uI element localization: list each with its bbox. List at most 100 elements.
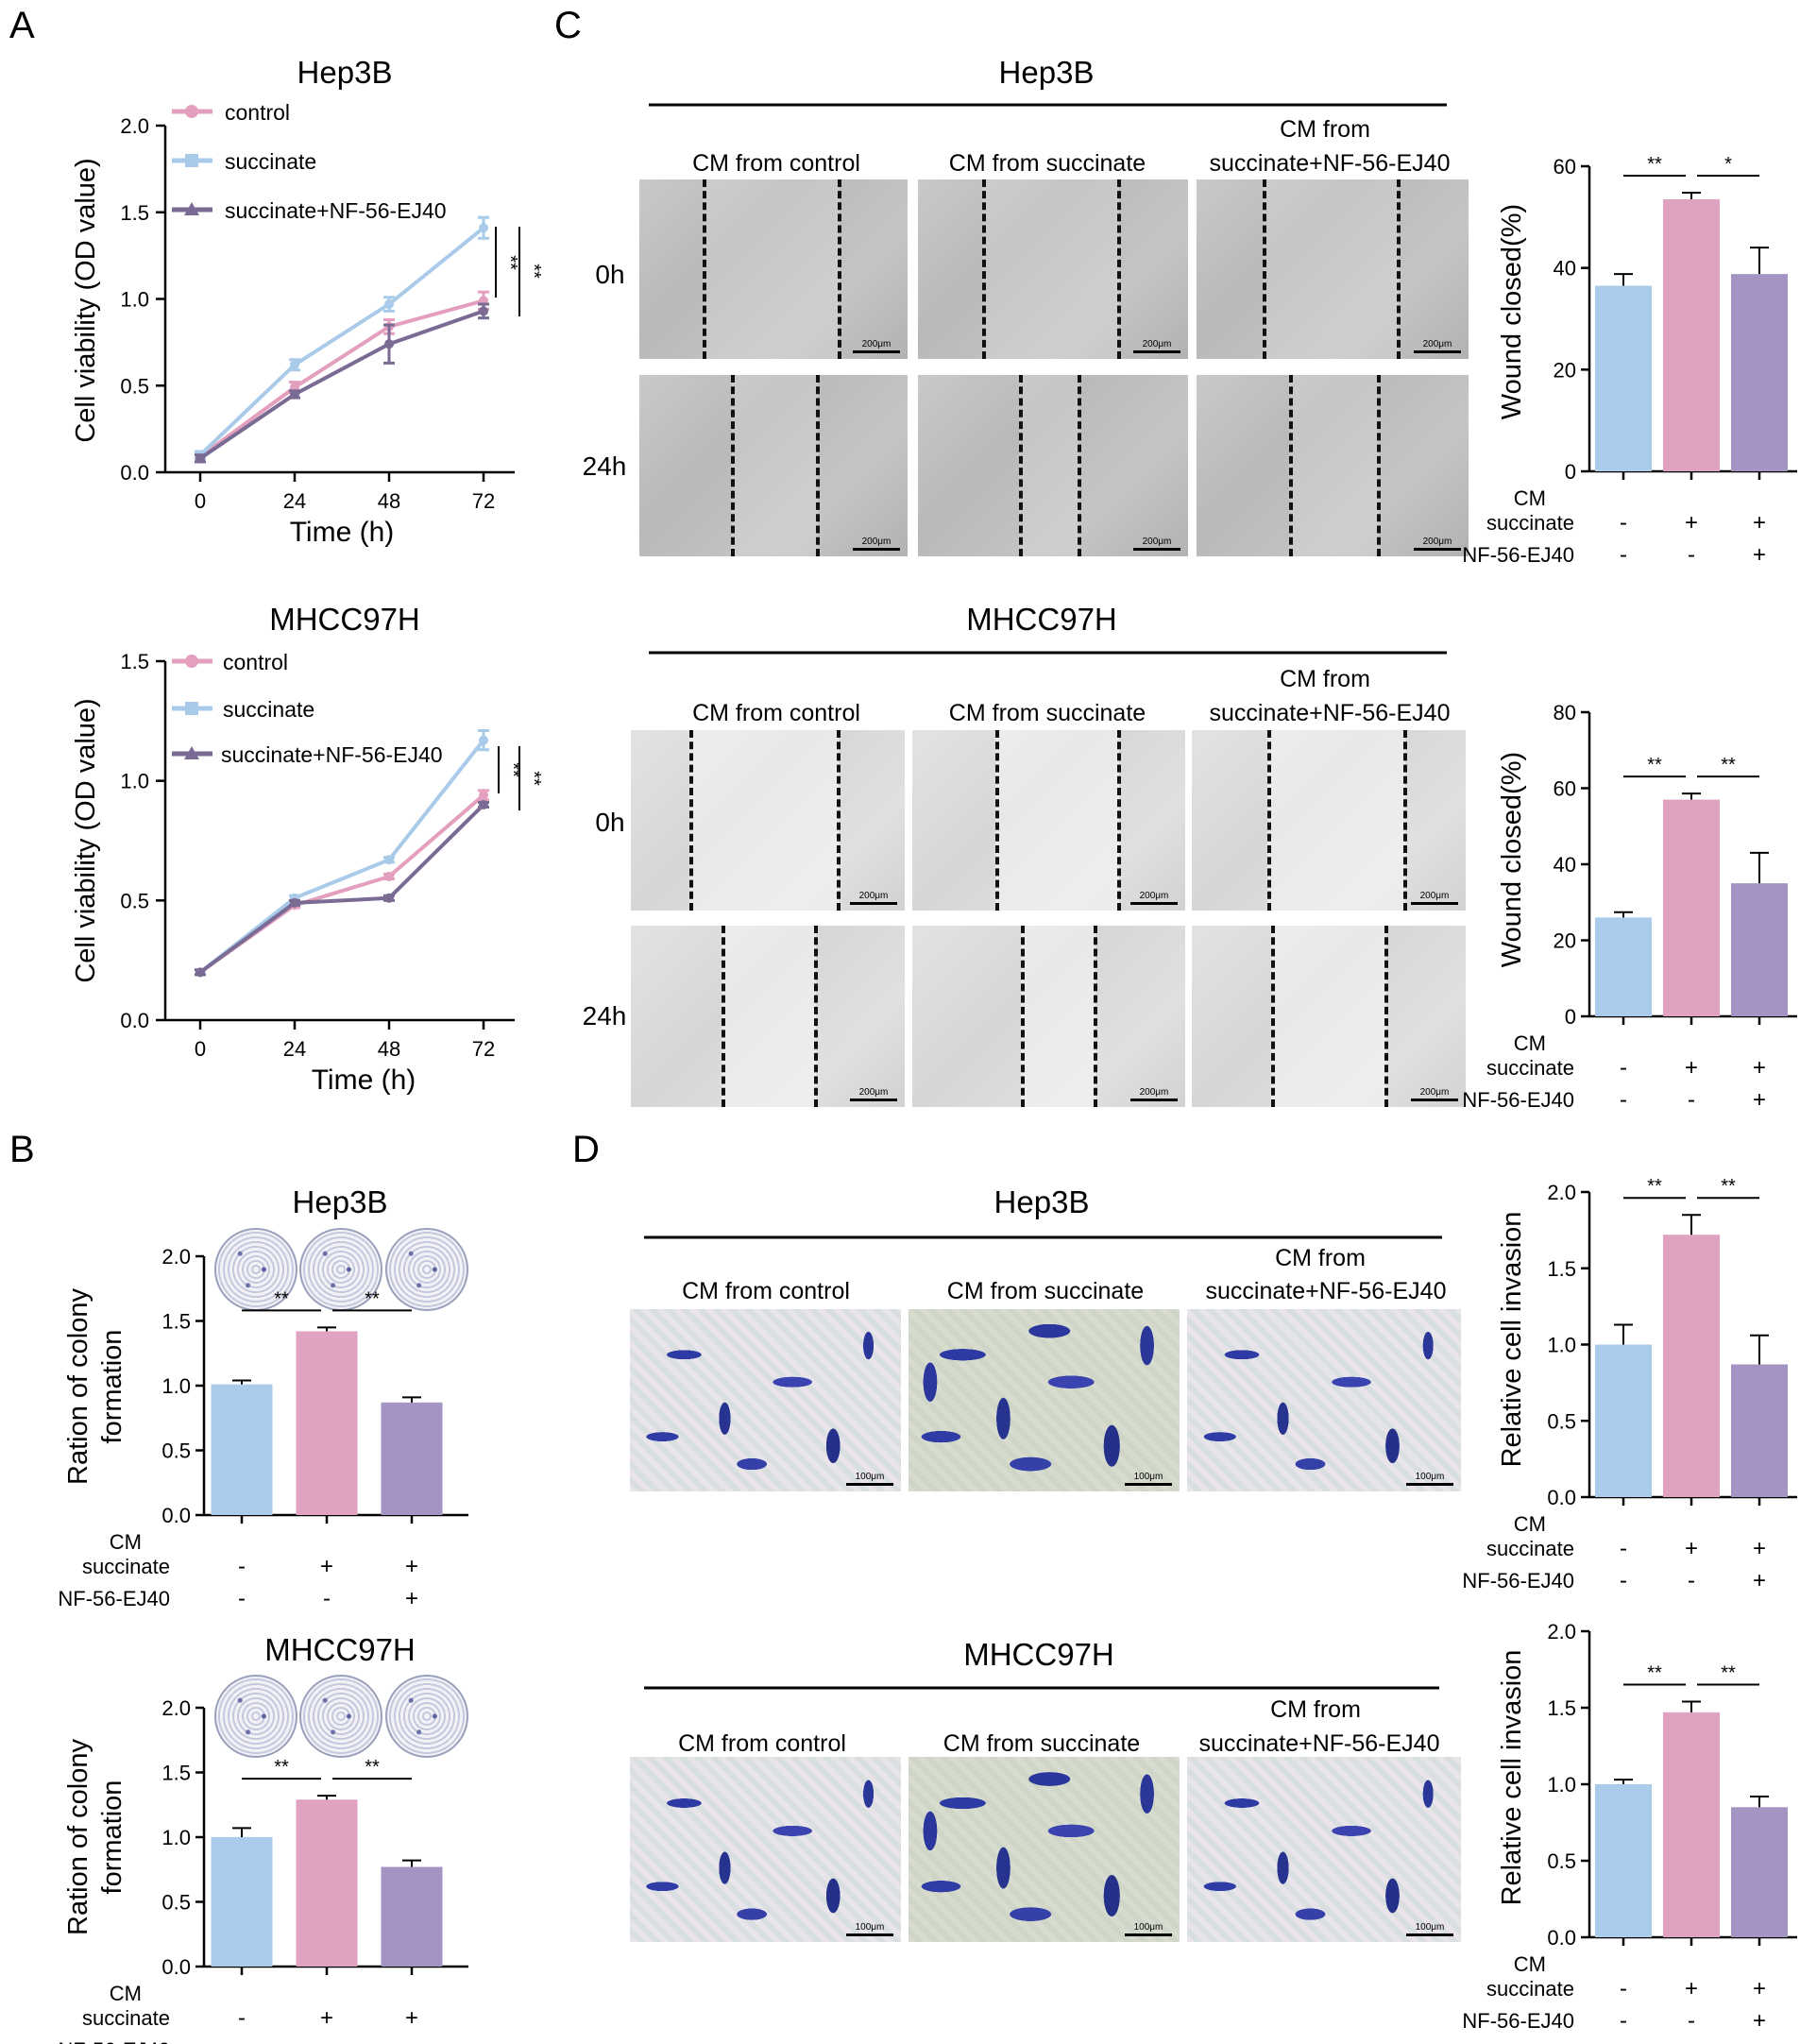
legend-label-succinate: succinate <box>223 697 314 722</box>
micrograph-C-hep3b-control-0h: 200μm <box>639 179 908 359</box>
legend-label-succinate: succinate <box>225 149 316 174</box>
x-axis-label: Time (h) <box>290 517 395 548</box>
x-tick-label: 24 <box>283 1037 306 1061</box>
colony-dish-hep3b-nf <box>385 1228 468 1311</box>
y-axis-label: Cell viability (OD value) <box>71 698 101 982</box>
succinate-sign: + <box>405 1554 418 1579</box>
scale-label: 200μm <box>1142 339 1172 349</box>
row-label-succinate: succinate <box>82 2006 170 2030</box>
data-point-nf <box>384 893 394 903</box>
scale-label: 200μm <box>858 1087 889 1098</box>
scale-bar: 200μm <box>1414 537 1461 551</box>
legend-label-nf: succinate+NF-56-EJ40 <box>225 198 447 223</box>
scale-label: 200μm <box>1139 1087 1169 1098</box>
row-label-succinate: succinate <box>82 1555 170 1578</box>
micrograph-D-hep3b-control: 100μm <box>630 1309 901 1491</box>
y-tick-label: 0.0 <box>120 1009 149 1032</box>
sig-label-1: ** <box>500 255 520 270</box>
x-tick-label: 0 <box>195 489 206 513</box>
micrograph-C-mhcc97h-control-24h: 200μm <box>631 926 905 1107</box>
micrograph-C-hep3b-nf-0h: 200μm <box>1197 179 1469 359</box>
scale-label: 100μm <box>855 1922 885 1933</box>
bar-nf <box>381 1402 443 1515</box>
y-axis-label: Ration of colony <box>63 1739 93 1935</box>
scale-bar: 200μm <box>850 891 897 905</box>
panel-letter-A: A <box>9 5 35 46</box>
nf-sign: - <box>238 2037 246 2044</box>
scale-bar: 100μm <box>1406 1472 1453 1486</box>
y-tick-label: 2.0 <box>120 114 149 138</box>
y-tick-label: 0.0 <box>161 1504 191 1527</box>
y-tick-label: 0.5 <box>161 1439 191 1463</box>
scale-bar: 200μm <box>853 537 900 551</box>
micrograph-C-hep3b-succinate-24h: 200μm <box>918 375 1188 556</box>
legend-label-control: control <box>225 100 290 125</box>
bar-control <box>211 1384 273 1515</box>
scale-label: 200μm <box>858 891 889 901</box>
sig-label-2: ** <box>523 264 544 279</box>
data-point-nf <box>290 389 299 400</box>
y-tick-label: 0.0 <box>161 1955 191 1979</box>
legend-label-nf: succinate+NF-56-EJ40 <box>221 742 443 767</box>
micrograph-D-mhcc97h-nf: 100μm <box>1187 1757 1461 1942</box>
micrograph-C-mhcc97h-nf-0h: 200μm <box>1192 730 1466 911</box>
colony-dish-mhcc97h-nf <box>385 1675 468 1758</box>
y-tick-label: 1.0 <box>120 288 149 312</box>
succinate-sign: - <box>238 2005 246 2031</box>
bar-chart-B-mhcc97h: 0.0 0.5 1.0 1.5 2.0 Ration of colony formation… <box>58 1696 468 2044</box>
scale-label: 200μm <box>861 537 892 547</box>
scale-bar: 100μm <box>846 1922 893 1936</box>
series-line-succinate <box>198 739 485 974</box>
y-tick-label: 1.5 <box>161 1310 191 1334</box>
micrograph-D-mhcc97h-control: 100μm <box>630 1757 901 1942</box>
y-tick-label: 0.5 <box>161 1891 191 1915</box>
scale-bar: 100μm <box>846 1472 893 1486</box>
bar-chart-B-hep3b: 0.0 0.5 1.0 1.5 2.0 Ration of colony formation… <box>58 1245 468 1611</box>
scale-bar: 200μm <box>1411 1087 1458 1101</box>
row-label-cm: CM <box>110 1982 142 2005</box>
legend-marker-succinate <box>185 154 198 167</box>
series-lines <box>195 728 489 978</box>
x-ticks: 0 24 48 72 <box>195 472 495 513</box>
line-chart-A-mhcc97h: MHCC97H 0.0 0.5 1.0 1.5 0 24 48 72 Cell viabil… <box>71 602 544 1096</box>
series-line-nf <box>198 309 484 460</box>
scale-bar: 200μm <box>1130 1087 1178 1101</box>
micrograph-D-hep3b-succinate: 100μm <box>908 1309 1180 1491</box>
chart-title-B-hep3b: Hep3B <box>293 1184 388 1219</box>
x-tick-label: 0 <box>195 1037 206 1061</box>
chart-title: Hep3B <box>297 55 393 90</box>
succinate-sign: + <box>405 2005 418 2031</box>
micrograph-D-hep3b-nf: 100μm <box>1187 1309 1461 1491</box>
scale-label: 100μm <box>1415 1922 1445 1933</box>
y-tick-label: 2.0 <box>161 1245 191 1269</box>
scale-bar: 200μm <box>1130 891 1178 905</box>
y-tick-label: 2.0 <box>161 1696 191 1720</box>
chart-title: MHCC97H <box>269 602 420 637</box>
line-chart-A-hep3b: Hep3B 0.0 0.5 1.0 1.5 2.0 0 24 48 72 Cell viabi… <box>71 55 544 548</box>
bar-succinate <box>296 1799 358 1967</box>
x-tick-label: 72 <box>472 489 495 513</box>
legend-marker-nf <box>184 746 199 759</box>
data-point-nf <box>195 967 205 978</box>
nf-sign: - <box>238 1586 246 1611</box>
legend: control succinate succinate+NF-56-EJ40 <box>172 650 443 767</box>
y-tick-label: 1.5 <box>161 1762 191 1785</box>
significance-brackets: ** ** <box>495 227 544 316</box>
legend-marker-control <box>185 105 198 118</box>
nf-sign: + <box>405 2037 418 2044</box>
data-point-succinate <box>479 735 488 745</box>
micrograph-C-hep3b-nf-24h: 200μm <box>1197 375 1469 556</box>
data-point-nf <box>195 453 205 464</box>
y-axis-label: formation <box>97 1780 127 1895</box>
sig-label-1: ** <box>274 1757 289 1778</box>
sig-label-2: ** <box>365 1288 380 1309</box>
scale-bar: 200μm <box>1133 339 1180 353</box>
scale-label: 100μm <box>855 1472 885 1482</box>
x-tick-label: 24 <box>283 489 306 513</box>
data-point-nf <box>384 339 394 349</box>
scale-bar: 200μm <box>1414 339 1461 353</box>
scale-label: 100μm <box>1133 1922 1163 1933</box>
